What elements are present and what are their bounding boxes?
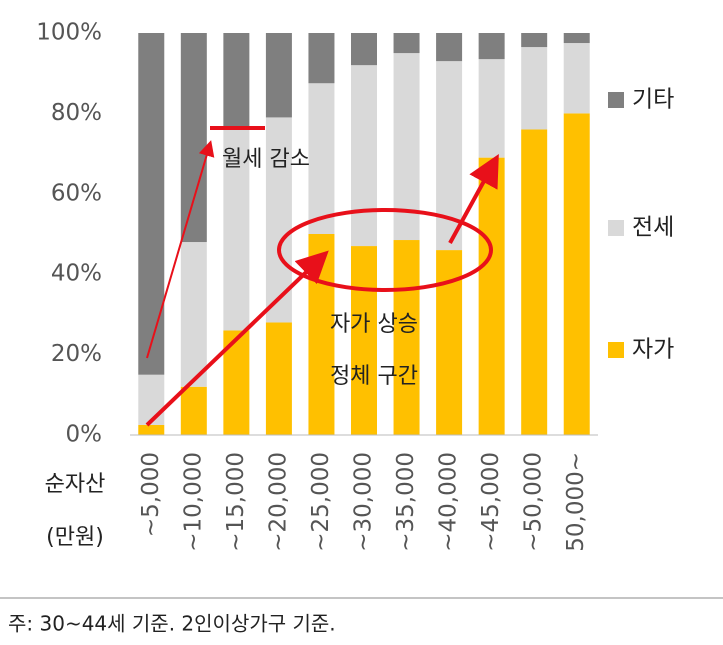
bar-segment	[265, 322, 292, 435]
legend-label: 기타	[632, 87, 674, 113]
bar-segment	[393, 240, 420, 435]
bar-segment	[180, 33, 207, 243]
arrow	[145, 250, 329, 427]
x-tick-label: ~25,000	[308, 452, 334, 552]
y-tick-label: 80%	[51, 100, 102, 126]
y-tick-label: 60%	[51, 180, 102, 206]
legend-swatch	[608, 220, 624, 236]
arrows	[145, 126, 499, 427]
x-tick-label: 50,000~	[563, 452, 589, 552]
bar-segment	[436, 33, 463, 62]
y-tick-label: 100%	[36, 20, 102, 46]
y-tick-label: 20%	[51, 341, 102, 367]
x-tick-label: ~45,000	[478, 452, 504, 552]
bar-segment	[265, 33, 292, 118]
annotation: 정체 구간	[330, 364, 418, 389]
x-tick-label: ~20,000	[265, 452, 291, 552]
bar-segment	[521, 33, 548, 48]
bar-segment	[351, 65, 377, 247]
bar-segment	[180, 386, 207, 435]
legend-label: 전세	[632, 215, 674, 241]
bar-segment	[138, 374, 165, 425]
x-axis-label: (만원)	[46, 525, 104, 550]
bar-segment	[563, 33, 590, 44]
x-tick-label: ~10,000	[180, 452, 206, 552]
bar-segment	[223, 129, 250, 331]
bar-segment	[478, 59, 505, 158]
y-tick-label: 0%	[66, 422, 103, 448]
bar-segment	[563, 113, 590, 436]
x-axis-label: 순자산	[45, 472, 106, 497]
annotation: 자가 상승	[330, 312, 418, 337]
bar-segment	[223, 33, 250, 130]
annotation: 월세 감소	[222, 147, 310, 172]
x-tick-label: ~35,000	[393, 452, 419, 552]
x-tick-label: ~30,000	[351, 452, 377, 552]
legend-swatch	[608, 92, 624, 108]
arrow	[146, 140, 215, 359]
bar-segment	[563, 43, 590, 114]
bar-segment	[180, 242, 207, 387]
bar-segment	[521, 129, 548, 436]
legend-label: 자가	[632, 337, 674, 363]
footnote: 주: 30~44세 기준. 2인이상가구 기준.	[8, 612, 336, 636]
highlight-ellipse	[277, 208, 493, 292]
bar-segment	[138, 424, 165, 435]
x-tick-label: ~15,000	[223, 452, 249, 552]
x-tick-label: ~40,000	[436, 452, 462, 552]
bar-segment	[351, 246, 377, 435]
y-tick-label: 40%	[51, 261, 102, 287]
bar-segment	[478, 33, 505, 60]
bar-segment	[308, 83, 335, 234]
x-tick-label: ~5,000	[138, 452, 164, 537]
bar-segment	[308, 33, 335, 84]
bar-segment	[351, 33, 377, 66]
legend-swatch	[608, 342, 624, 358]
x-tick-label: ~50,000	[521, 452, 547, 552]
bar-segment	[393, 33, 420, 54]
bar-segment	[478, 157, 505, 435]
bar-segment	[521, 47, 548, 130]
arrow	[448, 153, 499, 244]
bar-segment	[138, 33, 165, 375]
